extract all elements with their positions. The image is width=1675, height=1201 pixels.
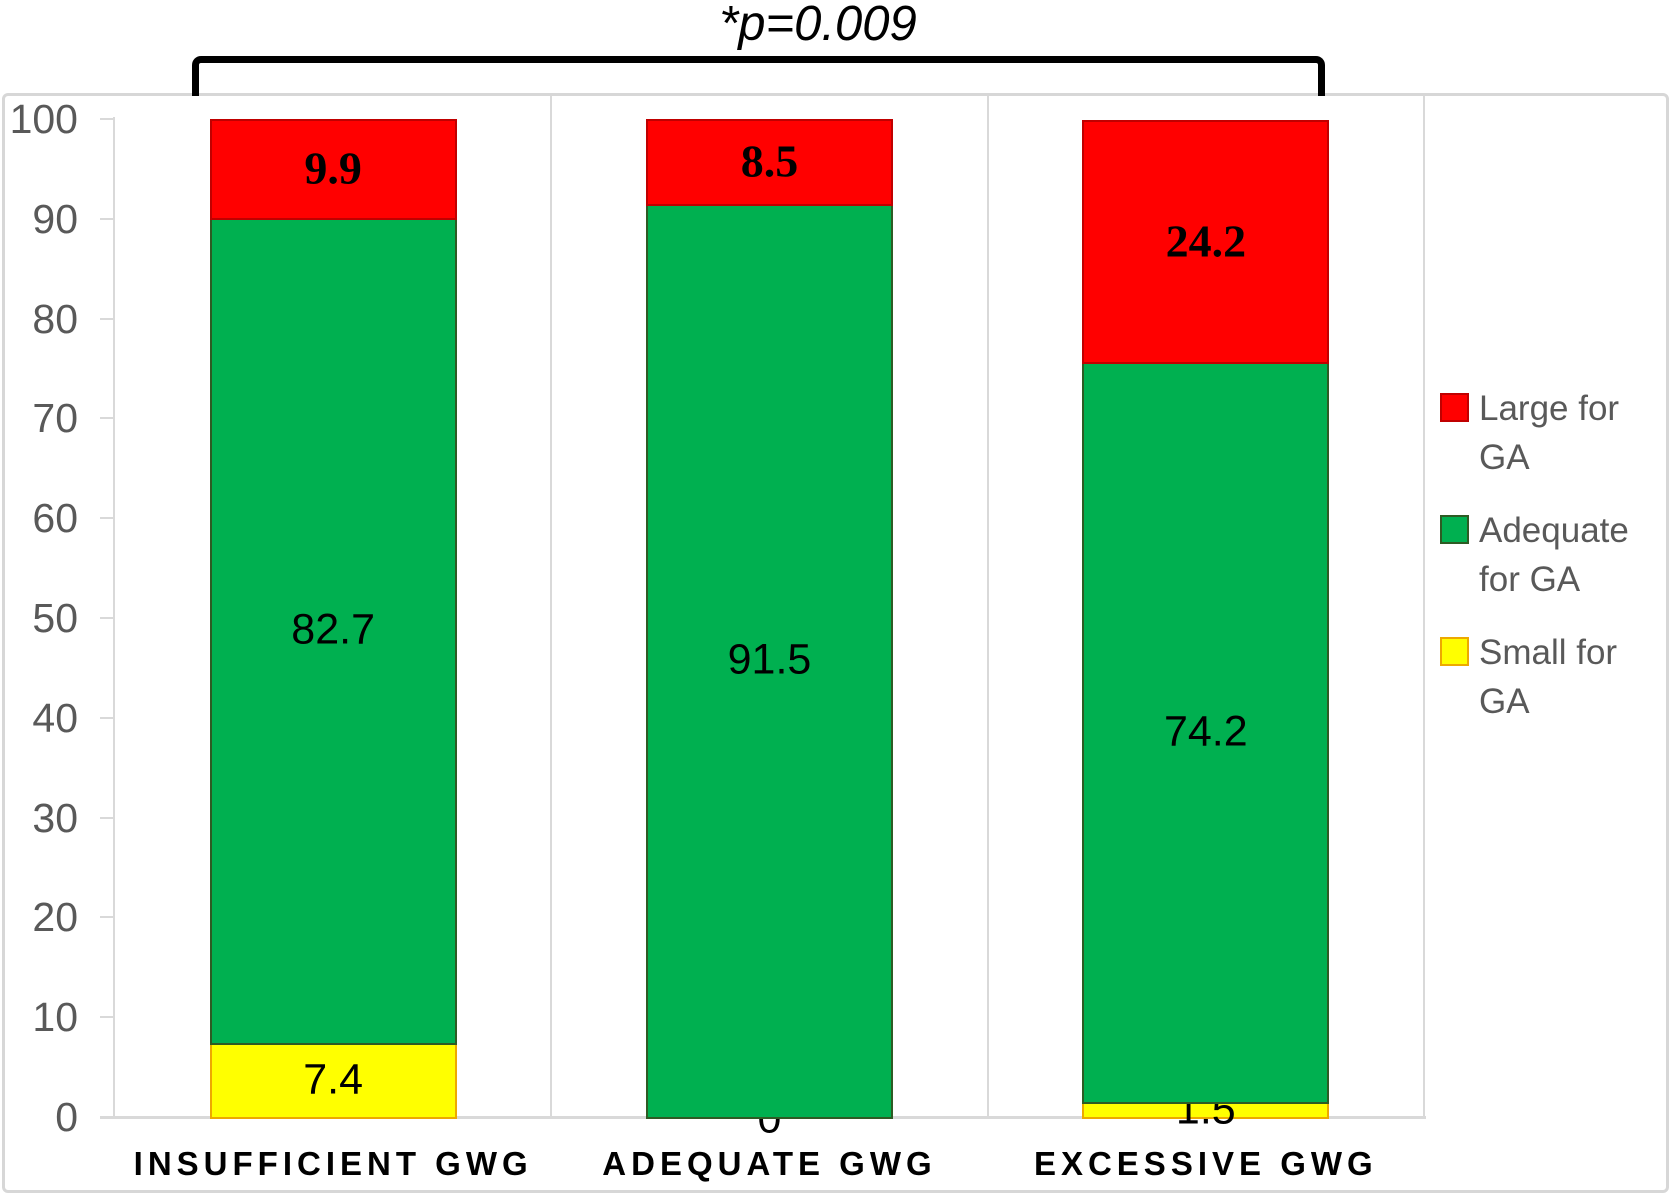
y-axis-tick [100, 916, 115, 919]
p-value-annotation: *p=0.009 [719, 0, 917, 51]
y-axis-tick [100, 1116, 115, 1118]
bar-segment [209, 217, 457, 1046]
significance-bracket [192, 56, 1325, 96]
category-separator-line [550, 96, 553, 1119]
category-label: ADEQUATE GWG [602, 1145, 937, 1182]
legend-item: Small for GA [1440, 628, 1650, 726]
category-label: EXCESSIVE GWG [1033, 1145, 1378, 1182]
legend-label: Small for GA [1479, 633, 1618, 721]
y-axis-tick [100, 517, 115, 520]
category-label: INSUFFICIENT GWG [133, 1145, 533, 1182]
y-axis-tick [100, 716, 115, 719]
bar-segment-label: 24.2 [1165, 215, 1247, 267]
legend-swatch [1440, 515, 1469, 544]
bar-segment-label: 91.5 [727, 635, 812, 684]
y-axis-tick-label: 60 [32, 495, 78, 542]
bar-segment [1082, 119, 1330, 364]
y-axis-tick [100, 118, 115, 120]
y-axis-tick [100, 816, 115, 819]
bar-segment [645, 203, 893, 1119]
legend-label: Large for GA [1479, 389, 1620, 477]
bar-segment-label: 8.5 [740, 135, 799, 187]
y-axis-tick-label: 30 [32, 794, 78, 841]
y-axis-tick-label: 10 [32, 994, 78, 1041]
legend-label: Adequate for GA [1479, 511, 1629, 599]
y-axis-tick-label: 20 [32, 894, 78, 941]
legend-swatch [1440, 637, 1469, 666]
bar-segment-label: 74.2 [1163, 707, 1248, 756]
bar-segment [645, 119, 893, 206]
y-axis-tick [100, 1016, 115, 1019]
y-axis-tick [100, 317, 115, 320]
category-separator-line [986, 96, 989, 1119]
y-axis-tick [100, 617, 115, 619]
legend-swatch [1440, 393, 1469, 422]
legend: Large for GA Adequate for GA Small for GA [1440, 384, 1650, 750]
y-axis-tick [100, 417, 115, 420]
y-axis-tick-label: 80 [32, 295, 78, 342]
y-axis-tick-label: 40 [32, 694, 78, 741]
bar-segment [209, 119, 457, 220]
category-separator-line [1422, 96, 1425, 1119]
bar-segment-label: 9.9 [304, 142, 362, 194]
y-axis-tick-label: 50 [32, 595, 78, 641]
bar-segment-label: 7.4 [303, 1055, 364, 1104]
legend-item: Adequate for GA [1440, 506, 1650, 604]
y-axis-tick-label: 90 [32, 195, 78, 242]
y-axis-tick-label: 100 [9, 96, 78, 142]
y-axis-tick-label: 0 [55, 1094, 78, 1140]
y-axis-tick-label: 70 [32, 395, 78, 442]
bar-segment-label: 82.7 [291, 605, 376, 654]
y-axis-tick [100, 217, 115, 220]
legend-item: Large for GA [1440, 384, 1650, 482]
